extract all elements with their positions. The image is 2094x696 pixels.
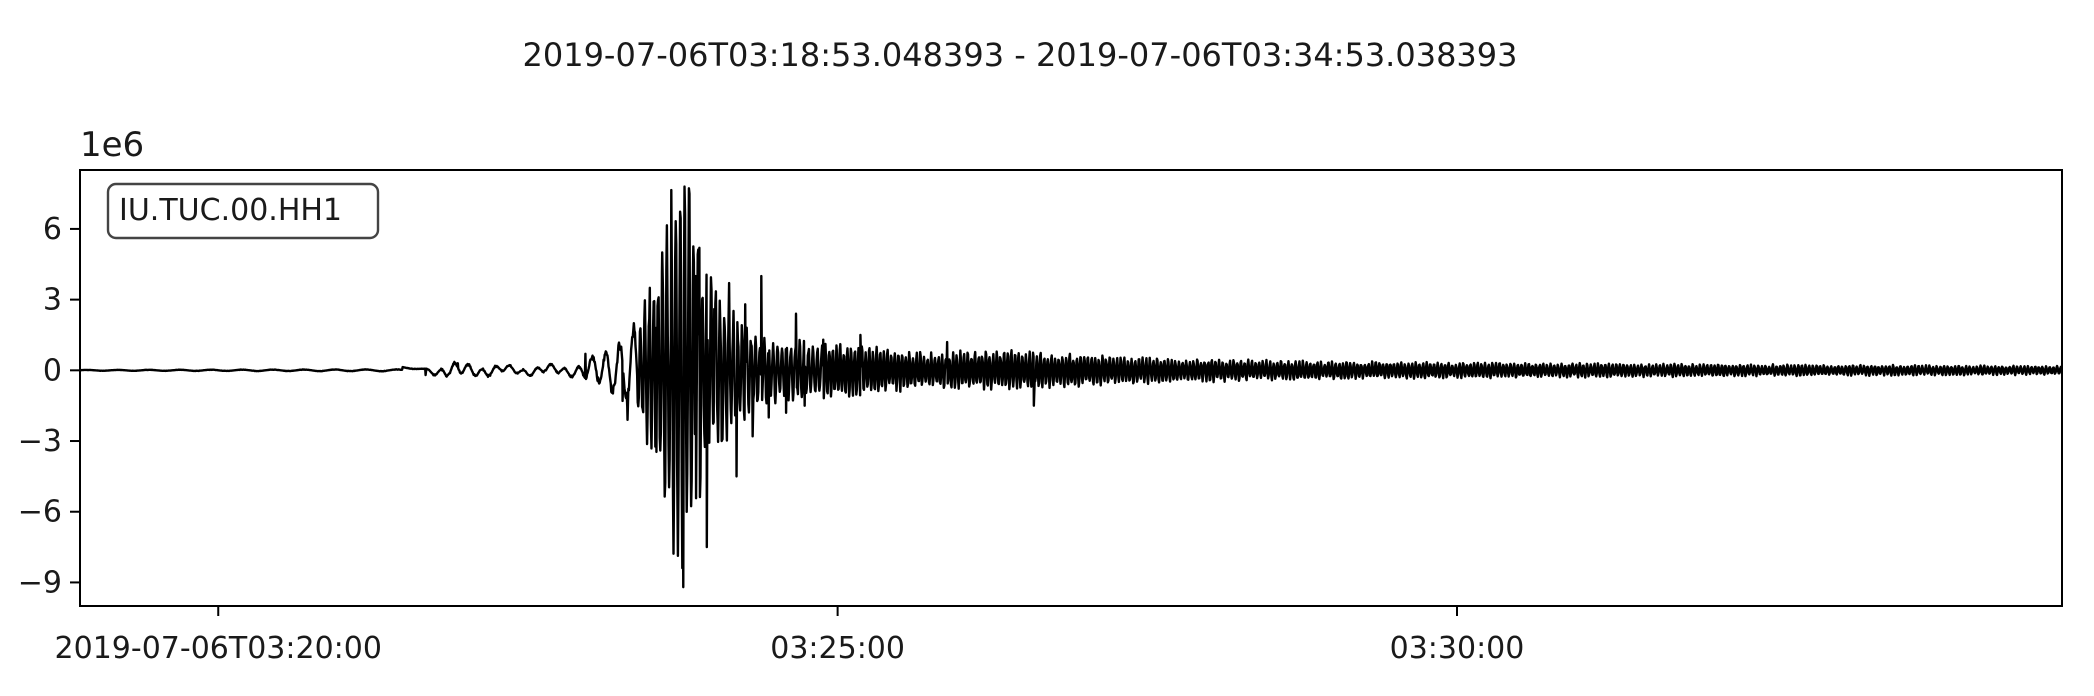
x-tick-label: 2019-07-06T03:20:00 (55, 631, 382, 666)
x-tick-label: 03:25:00 (770, 631, 905, 666)
y-tick-label: −9 (18, 565, 62, 600)
chart-title: 2019-07-06T03:18:53.048393 - 2019-07-06T… (522, 36, 1517, 74)
legend: IU.TUC.00.HH1 (106, 182, 380, 240)
legend-box (106, 182, 380, 240)
x-axis: 2019-07-06T03:20:00 03:25:00 03:30:00 (55, 606, 1525, 666)
waveform-line-iu-tuc-00-hh1 (80, 185, 2062, 589)
plot-area-frame (79, 169, 2063, 607)
y-tick-label: 6 (43, 212, 62, 247)
y-tick-label: −6 (18, 495, 62, 530)
y-tick-label: 0 (43, 353, 62, 388)
x-tick-label: 03:30:00 (1390, 631, 1525, 666)
y-axis: 6 3 0 −3 −6 −9 (18, 212, 80, 600)
legend-label: IU.TUC.00.HH1 (119, 193, 342, 228)
y-tick-label: −3 (18, 424, 62, 459)
y-tick-label: 3 (43, 283, 62, 318)
y-scale-exponent-label: 1e6 (80, 125, 144, 165)
